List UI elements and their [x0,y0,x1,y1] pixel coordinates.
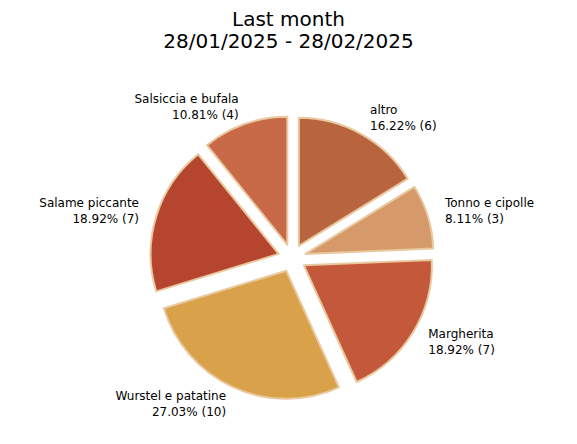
svg-text:Last month: Last month [232,7,345,31]
svg-text:18.92% (7): 18.92% (7) [428,343,495,357]
svg-text:Salame piccante: Salame piccante [39,196,139,210]
svg-text:28/01/2025 - 28/02/2025: 28/01/2025 - 28/02/2025 [163,29,413,53]
svg-text:16.22% (6): 16.22% (6) [370,119,437,133]
svg-text:Salsiccia e bufala: Salsiccia e bufala [134,92,238,106]
svg-text:Margherita: Margherita [428,327,493,341]
svg-text:Wurstel e patatine: Wurstel e patatine [115,389,226,403]
svg-text:27.03% (10): 27.03% (10) [152,405,226,419]
svg-text:Tonno e cipolle: Tonno e cipolle [444,196,534,210]
svg-text:8.11% (3): 8.11% (3) [445,212,504,226]
svg-text:altro: altro [370,103,397,117]
svg-text:18.92% (7): 18.92% (7) [72,212,139,226]
svg-text:10.81% (4): 10.81% (4) [172,108,239,122]
